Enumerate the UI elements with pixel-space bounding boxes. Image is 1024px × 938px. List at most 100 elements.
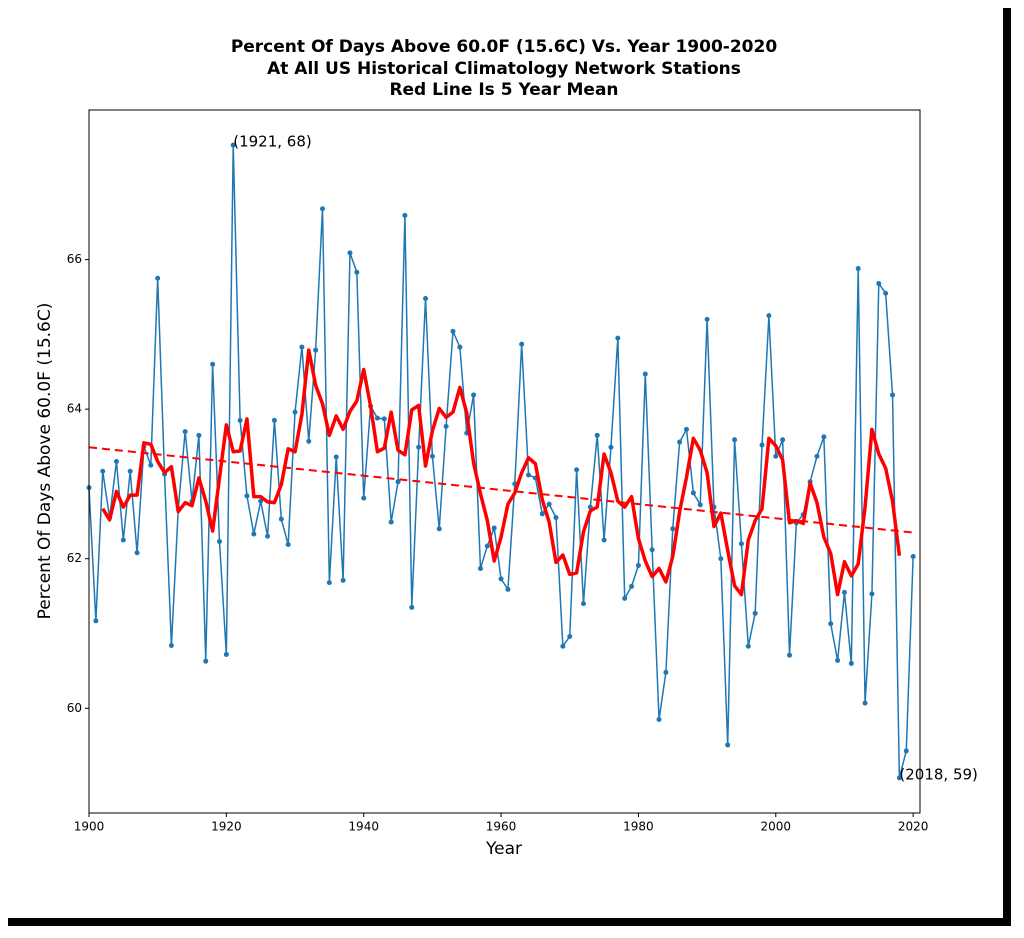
data-point — [869, 591, 875, 597]
data-point — [374, 415, 380, 421]
data-point — [526, 472, 532, 478]
data-point — [361, 495, 367, 501]
card — [0, 0, 1003, 918]
data-point — [560, 643, 566, 649]
data-point — [306, 438, 312, 444]
data-point — [203, 658, 209, 664]
annotation: (1921, 68) — [233, 133, 312, 151]
data-point — [635, 562, 641, 568]
data-point — [848, 660, 854, 666]
data-point — [148, 462, 154, 468]
data-point — [223, 651, 229, 657]
data-point — [855, 266, 861, 272]
data-point — [896, 775, 902, 781]
data-point — [505, 586, 511, 592]
data-point — [395, 479, 401, 485]
data-point — [787, 652, 793, 658]
data-point — [292, 409, 298, 415]
data-point — [423, 295, 429, 301]
data-point — [876, 281, 882, 287]
data-point — [313, 347, 319, 353]
chart-title: Percent Of Days Above 60.0F (15.6C) Vs. … — [231, 37, 778, 57]
x-tick-label: 2000 — [761, 820, 792, 834]
chart-title: At All US Historical Climatology Network… — [267, 59, 741, 79]
data-point — [567, 634, 573, 640]
x-tick-label: 1980 — [623, 820, 654, 834]
data-point — [539, 511, 545, 517]
data-point — [443, 423, 449, 429]
data-point — [580, 601, 586, 607]
data-point — [258, 498, 264, 504]
data-point — [732, 437, 738, 443]
y-tick-label: 62 — [67, 551, 82, 565]
data-point — [333, 454, 339, 460]
data-point — [299, 344, 305, 350]
data-point — [601, 537, 607, 543]
data-point — [93, 618, 99, 624]
data-point — [890, 392, 896, 398]
data-point — [622, 595, 628, 601]
data-point — [127, 468, 133, 474]
data-point — [828, 621, 834, 627]
data-point — [553, 515, 559, 521]
plot-frame — [88, 109, 921, 814]
data-point — [320, 206, 326, 212]
trend-line — [88, 446, 914, 534]
data-point — [244, 493, 250, 499]
data-point — [738, 541, 744, 547]
data-point — [759, 442, 765, 448]
data-point — [690, 490, 696, 496]
series-line — [101, 348, 902, 597]
data-point — [903, 748, 909, 754]
x-tick-label: 1960 — [486, 820, 517, 834]
data-point — [271, 417, 277, 423]
y-axis-label: Percent Of Days Above 60.0F (15.6C) — [35, 303, 55, 620]
data-point — [216, 539, 222, 545]
data-point — [752, 610, 758, 616]
data-point — [656, 717, 662, 723]
data-point — [615, 335, 621, 341]
data-point — [450, 328, 456, 334]
x-tick-label: 1900 — [74, 820, 105, 834]
data-point — [409, 604, 415, 610]
data-point — [196, 432, 202, 438]
data-point — [471, 392, 477, 398]
data-point — [113, 459, 119, 464]
y-tick-label: 60 — [67, 701, 82, 715]
data-point — [574, 467, 580, 473]
data-point — [340, 577, 346, 583]
data-point — [697, 502, 703, 508]
data-point — [168, 642, 174, 648]
data-point — [429, 453, 435, 459]
annotation: (2018, 59) — [899, 765, 978, 783]
data-point — [862, 700, 868, 706]
data-point — [237, 417, 243, 423]
data-point — [265, 533, 271, 539]
data-point — [649, 547, 655, 553]
data-point — [683, 426, 689, 432]
data-point — [821, 434, 827, 440]
data-point — [629, 583, 635, 589]
chart-title: Red Line Is 5 Year Mean — [389, 80, 618, 100]
data-point — [519, 341, 525, 347]
data-point — [745, 643, 751, 649]
data-point — [251, 531, 257, 537]
data-point — [491, 525, 497, 531]
x-axis-label: Year — [485, 839, 522, 859]
data-point — [477, 565, 483, 571]
data-point — [594, 432, 600, 438]
data-point — [210, 361, 216, 367]
data-point — [436, 526, 442, 532]
data-point — [608, 444, 614, 450]
data-point — [416, 444, 422, 450]
x-tick-label: 2020 — [898, 820, 929, 834]
data-point — [841, 589, 847, 595]
data-point — [402, 212, 408, 218]
data-point — [347, 250, 353, 256]
data-point — [663, 669, 669, 675]
data-point — [814, 453, 820, 459]
data-point — [326, 580, 332, 586]
data-point — [835, 657, 841, 663]
